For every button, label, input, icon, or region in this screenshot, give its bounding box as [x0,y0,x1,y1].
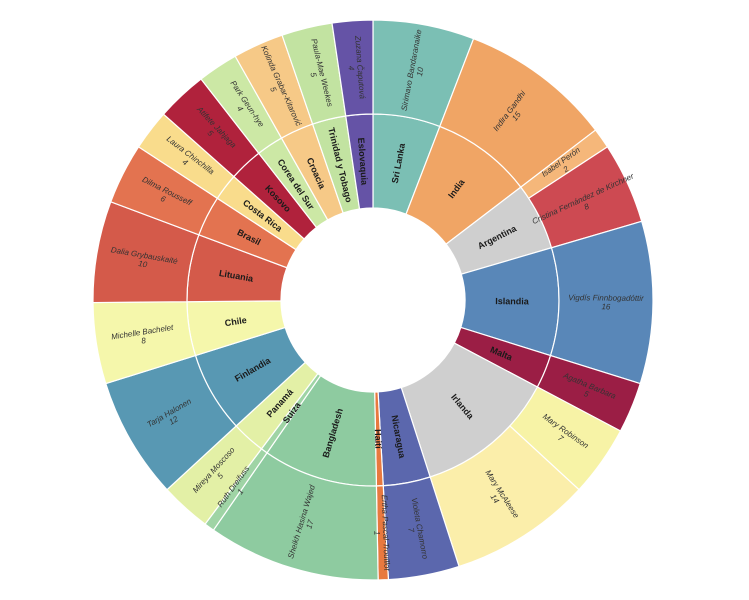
country-label-islandia: Islandia [495,296,530,306]
leader-value-dilma-rousseff: 6 [159,194,168,204]
leader-value-michelle-bachelet: 8 [141,336,147,346]
leader-value-ruth-dreifuss: 1 [236,487,246,496]
leader-value-dalia-grybauskaite: 10 [138,259,149,270]
leader-value-isabel-peron: 2 [561,164,571,175]
leader-value-agatha-barbara: 5 [582,389,590,399]
country-label-eslovaquia: Eslovaquia [356,137,370,186]
leader-value-laura-chinchilla: 4 [180,157,189,167]
leader-value-cristina-fernandez-de-kirchner: 8 [583,202,591,212]
leader-value-ertha-pascal-trouillot: 1 [372,531,381,536]
sunburst-arcs [92,19,654,581]
leader-value-mary-robinson: 7 [556,433,565,443]
leader-label-ertha-pascal-trouillot: Ertha Pascal-Trouillot1 [371,495,392,572]
leader-value-atifete-jahjaga: 5 [205,129,215,139]
leader-value-kolinda-grabar-kitarovic: 5 [268,86,278,94]
leader-value-vigdis-finnbogadottir: 16 [601,302,611,311]
leader-value-violeta-chamorro: 7 [406,527,416,534]
leader-name-vigdis-finnbogadottir: Vigdís Finnbogadóttir [568,293,644,303]
leader-value-sirimavo-bandaranaike: 10 [415,66,426,77]
leader-arc-zuzana-caputova[interactable] [331,19,374,117]
leader-value-mireya-moscoso: 5 [215,471,225,481]
leader-value-park-geun-hye: 4 [235,104,245,113]
leader-name-ertha-pascal-trouillot: Ertha Pascal-Trouillot [380,495,392,572]
leader-label-vigdis-finnbogadottir: Vigdís Finnbogadóttir 16 [568,293,644,311]
country-label-haiti: Haití [373,429,384,449]
leader-value-zuzana-caputova: 4 [347,65,356,71]
country-label-chile: Chile [224,315,247,328]
leader-value-sheikh-hasina-wajed: 17 [304,518,315,530]
leader-value-paula-mae-weekes: 5 [308,71,318,78]
